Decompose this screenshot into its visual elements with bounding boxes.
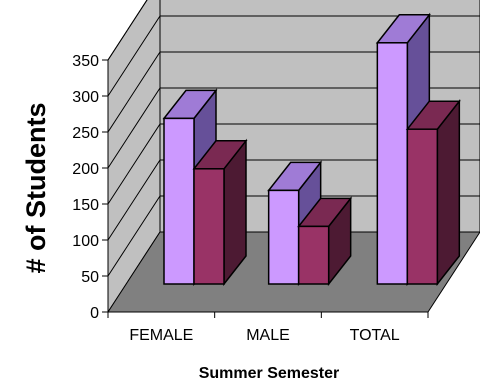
y-tick-label: 100 (72, 233, 99, 250)
bar-front (297, 225, 330, 285)
gridline (107, 15, 480, 97)
bar-front (163, 117, 195, 285)
bar-side (436, 99, 461, 287)
gridline (107, 123, 480, 205)
gridline (107, 0, 148, 61)
y-tick-labels: 0 50 100 150 200 250 300 350 (72, 53, 99, 322)
gridline (107, 195, 480, 277)
y-tick-label: 150 (72, 197, 99, 214)
gridline (107, 159, 480, 241)
x-axis-title: Summer Semester (199, 365, 340, 382)
y-axis-title: # of Students (21, 102, 51, 273)
category-label: MALE (246, 327, 290, 344)
gridline (107, 87, 480, 169)
gridline (107, 51, 480, 133)
y-tick-label: 250 (72, 125, 99, 142)
y-tick-label: 350 (72, 53, 99, 70)
axes (102, 59, 429, 318)
y-tick-label: 0 (90, 305, 99, 322)
bar-male-2 (297, 196, 353, 287)
gridlines (107, 0, 480, 277)
y-tick-label: 200 (72, 161, 99, 178)
category-label: FEMALE (129, 327, 193, 344)
bar-total-2 (405, 99, 461, 287)
y-tick-label: 300 (72, 89, 99, 106)
bar-front (193, 168, 225, 285)
category-labels: FEMALE MALE TOTAL (129, 327, 399, 344)
bars (162, 12, 461, 287)
bar-front (406, 128, 439, 285)
category-label: TOTAL (350, 327, 400, 344)
bar-female-2 (192, 138, 248, 287)
bar-front (376, 42, 409, 285)
y-tick-label: 50 (81, 269, 99, 286)
bar-front (267, 189, 300, 285)
